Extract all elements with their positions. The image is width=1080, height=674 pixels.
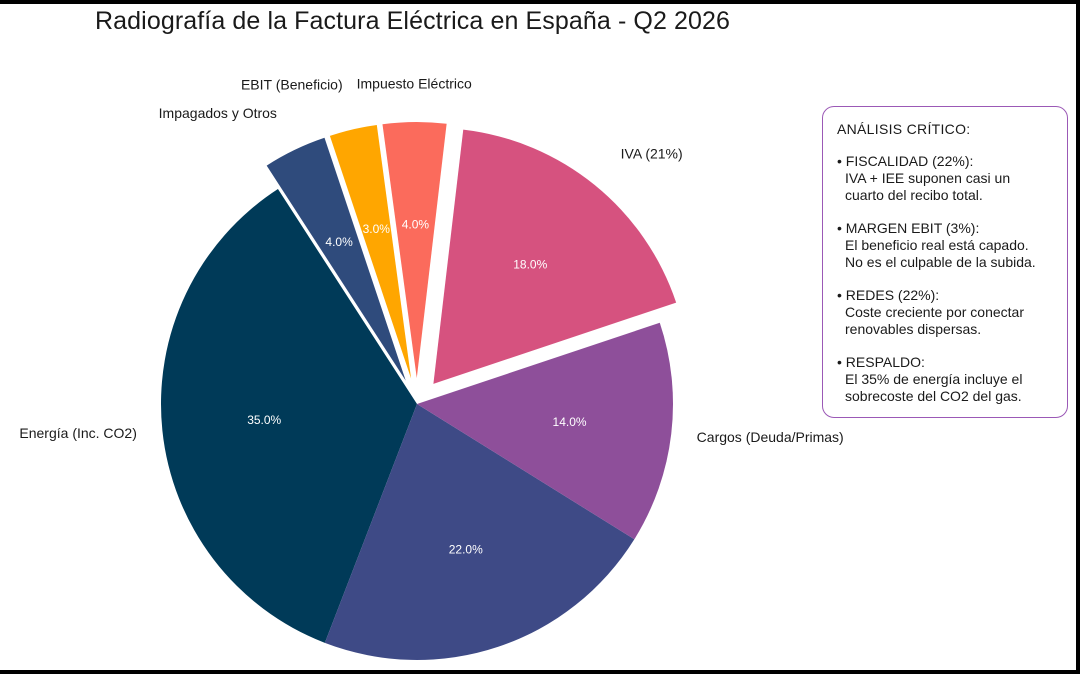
analysis-item-title: • RESPALDO: (837, 354, 925, 370)
chart-title: Radiografía de la Factura Eléctrica en E… (95, 7, 731, 35)
analysis-item-body: Coste creciente por conectar renovables … (845, 304, 1024, 337)
pct-label-ebit: 3.0% (363, 222, 391, 236)
analysis-box: ANÁLISIS CRÍTICO: • FISCALIDAD (22%): IV… (822, 106, 1068, 418)
category-label-ebit: EBIT (Beneficio) (241, 76, 343, 92)
analysis-item-body: El beneficio real está capado. No es el … (845, 237, 1036, 270)
pie-slice-ebit (329, 124, 412, 379)
pie-chart: 18.0% IVA (21%) 4.0% Impuesto Eléctrico 3.0%… (19, 76, 844, 670)
analysis-item-title: • MARGEN EBIT (3%): (837, 220, 980, 236)
analysis-heading: ANÁLISIS CRÍTICO: (837, 121, 971, 137)
analysis-item-title: • REDES (22%): (837, 287, 940, 303)
analysis-item-body: IVA + IEE suponen casi un cuarto del rec… (845, 170, 1011, 203)
chart-canvas: Radiografía de la Factura Eléctrica en E… (0, 4, 1076, 670)
analysis-item-respaldo: • RESPALDO: El 35% de energía incluye el… (837, 354, 1067, 405)
analysis-item-body: El 35% de energía incluye el sobrecoste … (845, 371, 1023, 404)
pct-label-redes: 22.0% (449, 543, 483, 557)
pie-slice-redes (324, 404, 635, 661)
category-label-iva: IVA (21%) (621, 145, 683, 161)
pct-label-cargos: 14.0% (553, 415, 587, 429)
category-label-energia: Energía (Inc. CO2) (19, 425, 137, 441)
analysis-item-margen-ebit: • MARGEN EBIT (3%): El beneficio real es… (837, 220, 1067, 271)
pct-label-energia: 35.0% (247, 413, 281, 427)
pie-slice-energia (161, 189, 417, 643)
category-label-redes: Redes (Transporte/Dist.) (508, 668, 661, 670)
analysis-item-redes: • REDES (22%): Coste creciente por conec… (837, 287, 1067, 338)
pct-label-iva: 18.0% (513, 258, 547, 272)
analysis-item-title: • FISCALIDAD (22%): (837, 153, 974, 169)
category-label-impuesto-electrico: Impuesto Eléctrico (357, 76, 472, 92)
category-label-impagados: Impagados y Otros (159, 105, 277, 121)
pie-slice-impuesto-electrico (382, 122, 447, 379)
pie-slice-cargos (417, 322, 673, 540)
category-label-cargos: Cargos (Deuda/Primas) (697, 429, 844, 445)
pie-slice-impagados (266, 137, 406, 381)
pct-label-impagados: 4.0% (325, 235, 353, 249)
pct-label-impuesto-electrico: 4.0% (402, 217, 430, 231)
pie-slice-iva (433, 129, 677, 384)
analysis-item-fiscalidad: • FISCALIDAD (22%): IVA + IEE suponen ca… (837, 153, 1067, 204)
